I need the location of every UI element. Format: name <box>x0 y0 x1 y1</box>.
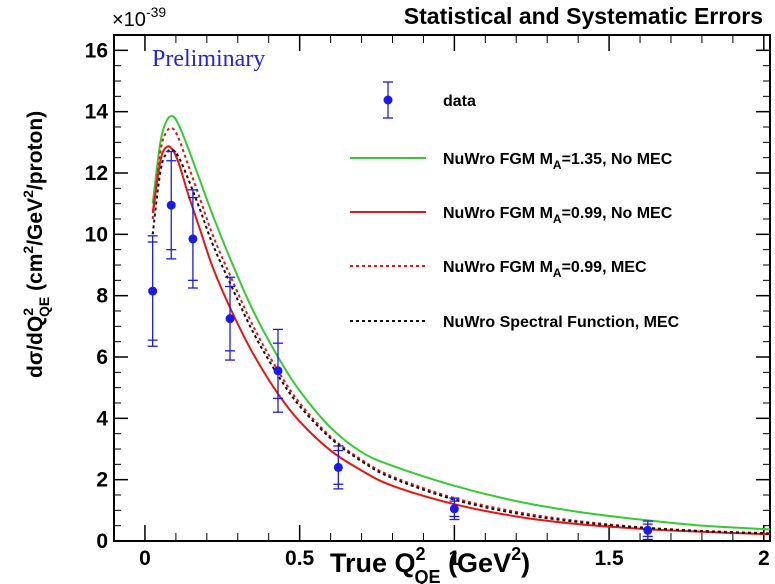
x-tick-label: 0 <box>139 547 151 570</box>
x-tick-label: 1 <box>449 547 461 570</box>
plot-frame <box>113 34 771 542</box>
y-axis: 0 2 4 6 8 10 12 14 16 <box>85 39 770 553</box>
data-point-group <box>273 328 283 413</box>
data-point <box>225 314 235 324</box>
y-tick-label: 14 <box>85 101 109 124</box>
legend: data NuWro FGM MA=1.35, No MEC NuWro FGM M… <box>350 81 680 331</box>
y-tick-label: 10 <box>85 223 108 246</box>
y-tick-label: 0 <box>96 530 108 553</box>
data-point <box>643 525 653 535</box>
chart-title: Statistical and Systematic Errors <box>404 3 763 29</box>
y-tick-label: 12 <box>85 162 108 185</box>
legend-item-series-2: NuWro FGM MA=0.99, No MEC <box>350 205 673 226</box>
legend-item-data: data <box>383 81 476 119</box>
data-point-group <box>147 235 158 347</box>
data-point <box>166 200 176 210</box>
data-points <box>147 150 653 541</box>
y-tick-label: 8 <box>96 285 108 308</box>
data-point-group <box>187 189 198 289</box>
y-tick-label: 6 <box>96 346 108 369</box>
legend-item-series-4: NuWro Spectral Function, MEC <box>350 314 680 331</box>
data-point <box>188 234 198 244</box>
data-point-group <box>449 497 460 521</box>
data-point-group <box>166 150 177 260</box>
legend-label: NuWro FGM MA=0.99, MEC <box>443 259 647 280</box>
y-tick-label: 4 <box>96 407 108 430</box>
legend-label: NuWro FGM MA=1.35, No MEC <box>443 151 673 172</box>
legend-label: NuWro Spectral Function, MEC <box>443 314 680 331</box>
legend-label: NuWro FGM MA=0.99, No MEC <box>443 205 673 226</box>
data-point <box>273 366 283 376</box>
data-point <box>333 462 343 472</box>
preliminary-annotation: Preliminary <box>152 46 265 72</box>
x-axis-title: True Q2 QE (GeV2) <box>330 544 530 584</box>
x-tick-label: 0.5 <box>285 547 315 570</box>
y-tick-label: 16 <box>85 39 108 62</box>
x-axis: 0 0.5 1 1.5 2 <box>113 35 770 570</box>
x-tick-label: 1.5 <box>594 547 624 570</box>
legend-marker <box>383 95 393 105</box>
y-axis-title: dσ/dQ2QE (cm2/GeV2/proton) <box>20 111 52 378</box>
x-tick-label: 2 <box>758 547 770 570</box>
data-point-group <box>642 520 653 541</box>
data-point <box>148 286 158 296</box>
data-point-group <box>333 445 344 490</box>
legend-label-data: data <box>443 93 476 110</box>
data-point <box>449 504 459 514</box>
y-tick-label: 2 <box>96 469 108 492</box>
legend-item-series-3: NuWro FGM MA=0.99, MEC <box>350 259 647 280</box>
data-point-group <box>225 276 236 361</box>
y-multiplier: ×10-39 <box>112 4 166 31</box>
legend-item-series-1: NuWro FGM MA=1.35, No MEC <box>350 151 673 172</box>
